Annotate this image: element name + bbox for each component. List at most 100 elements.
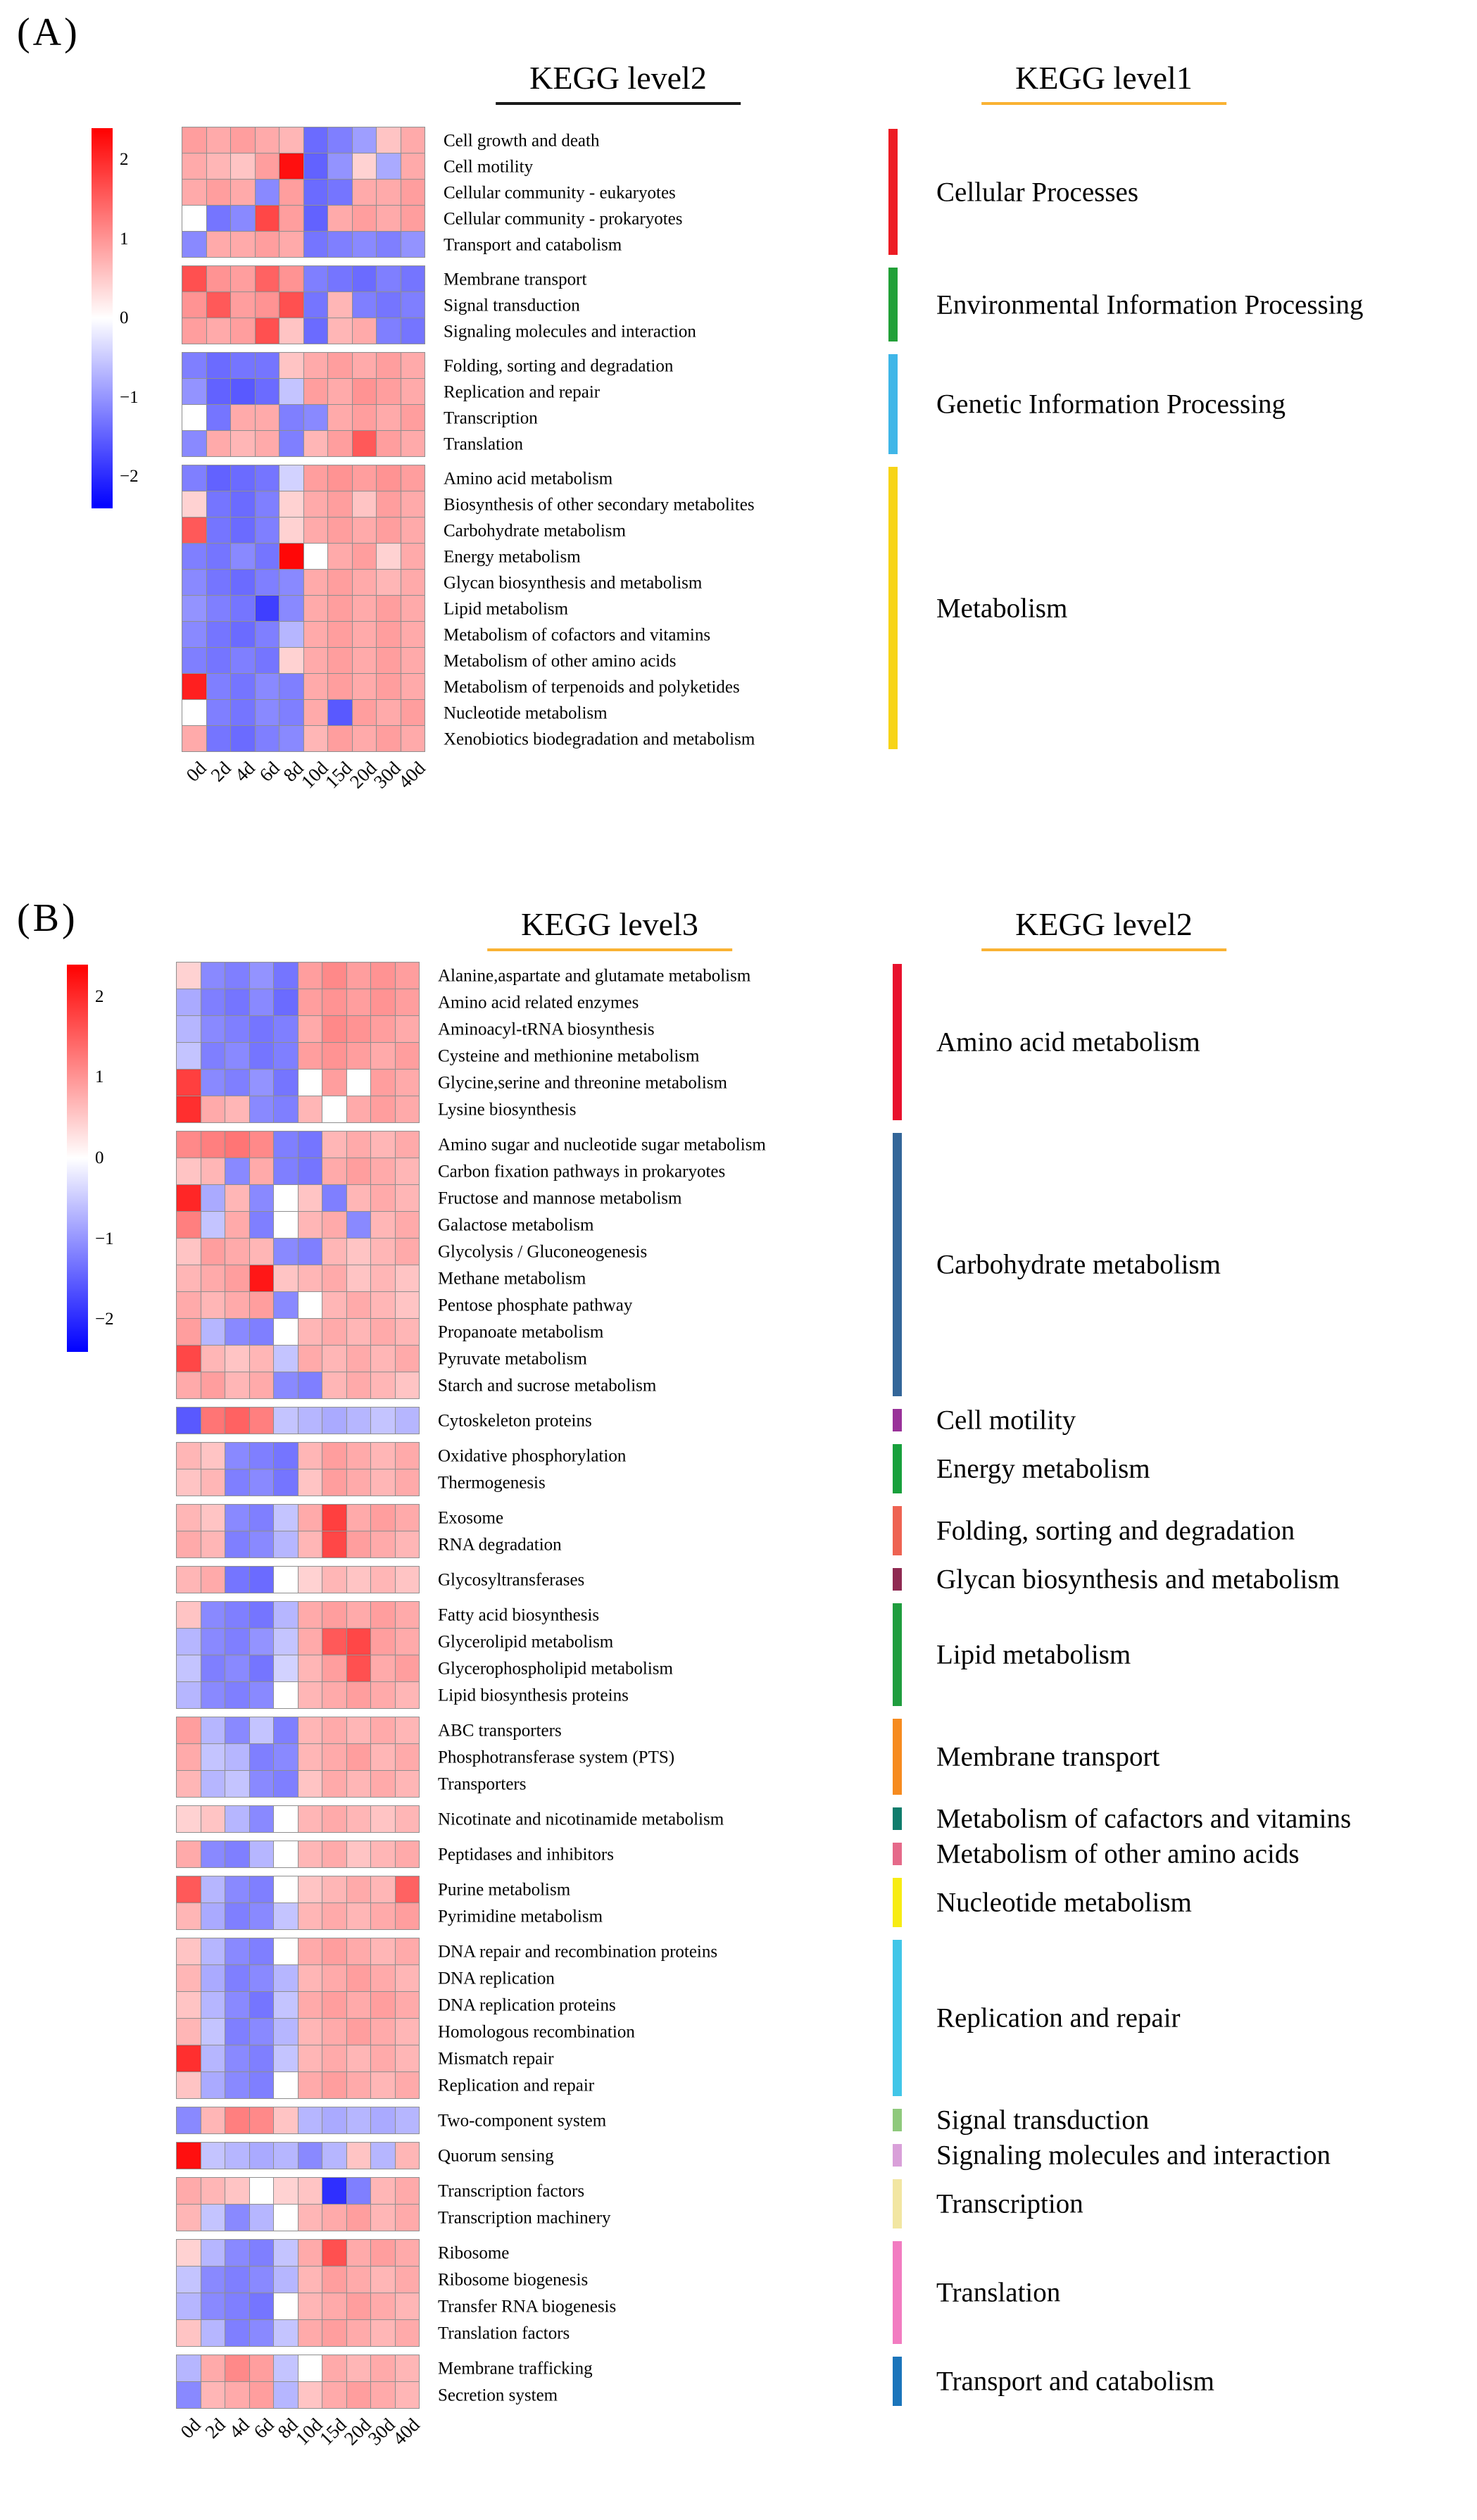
- heatmap-cell: [303, 517, 328, 544]
- heatmap-cell: [346, 1345, 371, 1372]
- row-label: Glycine,serine and threonine metabolism: [438, 1073, 727, 1093]
- group-label: Metabolism: [936, 593, 1068, 623]
- row-label: Amino acid metabolism: [444, 469, 613, 488]
- heatmap-cell: [346, 1158, 371, 1185]
- heatmap-cell: [376, 205, 401, 232]
- heatmap-cell: [200, 1184, 225, 1212]
- heatmap-cell: [225, 2293, 250, 2320]
- heatmap-cell: [176, 2142, 201, 2169]
- row-label: ABC transporters: [438, 1721, 562, 1741]
- heatmap-cell: [297, 1655, 322, 1682]
- heatmap-cell: [376, 430, 401, 457]
- heatmap-cell: [176, 2071, 201, 2099]
- heatmap-cell: [297, 1504, 322, 1531]
- heatmap-cell: [176, 989, 201, 1016]
- heatmap-cell: [370, 1531, 396, 1558]
- row-label: Thermogenesis: [438, 1473, 546, 1493]
- row-label: Transport and catabolism: [444, 235, 622, 254]
- heatmap-cell: [182, 621, 207, 648]
- heatmap-cell: [370, 1805, 396, 1833]
- heatmap-cell: [370, 2107, 396, 2134]
- heatmap-cell: [249, 2177, 274, 2205]
- heatmap-cell: [176, 1876, 201, 1903]
- group-color-bar: [888, 354, 898, 454]
- heatmap-cell: [327, 292, 353, 318]
- heatmap-cell: [249, 1805, 274, 1833]
- heatmap-cell: [200, 1805, 225, 1833]
- row-label: Translation factors: [438, 2324, 570, 2343]
- heatmap-cell: [370, 2293, 396, 2320]
- heatmap-cell: [322, 2071, 347, 2099]
- colorbar: [67, 965, 88, 1352]
- heatmap-cell: [176, 2177, 201, 2205]
- panel-b-label: (B): [17, 896, 78, 940]
- heatmap-cell: [297, 2071, 322, 2099]
- heatmap-cell: [249, 1628, 274, 1655]
- heatmap-cell: [297, 1372, 322, 1399]
- heatmap-cell: [200, 1469, 225, 1496]
- heatmap-cell: [176, 1743, 201, 1771]
- heatmap-cell: [370, 2319, 396, 2347]
- heatmap-cell: [230, 543, 256, 570]
- heatmap-cell: [176, 2355, 201, 2382]
- heatmap-cell: [322, 1876, 347, 1903]
- heatmap-cell: [346, 2266, 371, 2293]
- heatmap-cell: [273, 1531, 298, 1558]
- heatmap-cell: [230, 465, 256, 491]
- heatmap-cell: [351, 621, 377, 648]
- row-label: Exosome: [438, 1508, 504, 1528]
- row-label: Cellular community - eukaryotes: [444, 183, 676, 202]
- heatmap-cell: [370, 1211, 396, 1239]
- heatmap-cell: [297, 1876, 322, 1903]
- heatmap-cell: [327, 179, 353, 206]
- heatmap-cell: [176, 2107, 201, 2134]
- heatmap-cell: [273, 1318, 298, 1346]
- heatmap-cell: [254, 352, 279, 379]
- heatmap-cell: [351, 430, 377, 457]
- heatmap-cell: [303, 378, 328, 405]
- heatmap-cell: [225, 2107, 250, 2134]
- heatmap-cell: [303, 543, 328, 570]
- heatmap-cell: [303, 265, 328, 292]
- row-label: Peptidases and inhibitors: [438, 1845, 614, 1864]
- colorbar-tick-label: 2: [95, 986, 104, 1006]
- heatmap-cell: [346, 1372, 371, 1399]
- kegg-level2-title: KEGG level2: [496, 59, 741, 105]
- heatmap-cell: [370, 2071, 396, 2099]
- heatmap-cell: [200, 2293, 225, 2320]
- heatmap-cell: [297, 1015, 322, 1043]
- heatmap-cell: [297, 2381, 322, 2409]
- heatmap-cell: [225, 2319, 250, 2347]
- heatmap-cell: [225, 1841, 250, 1868]
- heatmap-cell: [351, 378, 377, 405]
- heatmap-cell: [297, 1628, 322, 1655]
- heatmap-cell: [225, 1158, 250, 1185]
- group-label: Energy metabolism: [936, 1453, 1150, 1484]
- heatmap-cell: [273, 2107, 298, 2134]
- heatmap-cell: [327, 318, 353, 344]
- heatmap-cell: [225, 1601, 250, 1629]
- heatmap-cell: [322, 1743, 347, 1771]
- heatmap-cell: [279, 569, 304, 596]
- heatmap-cell: [370, 2142, 396, 2169]
- heatmap-cell: [200, 2319, 225, 2347]
- heatmap-cell: [346, 1265, 371, 1292]
- heatmap-cell: [297, 2177, 322, 2205]
- group-label: Metabolism of cafactors and vitamins: [936, 1803, 1352, 1834]
- heatmap-cell: [273, 1681, 298, 1709]
- heatmap-cell: [273, 1158, 298, 1185]
- heatmap-cell: [394, 1717, 420, 1744]
- heatmap-cell: [346, 1131, 371, 1158]
- heatmap-cell: [182, 205, 207, 232]
- heatmap-cell: [200, 2381, 225, 2409]
- heatmap-cell: [322, 1504, 347, 1531]
- heatmap-cell: [297, 1211, 322, 1239]
- row-label: Signal transduction: [444, 296, 580, 315]
- heatmap-cell: [370, 1743, 396, 1771]
- heatmap-cell: [322, 1096, 347, 1123]
- heatmap-cell: [249, 1015, 274, 1043]
- row-label: Glycerolipid metabolism: [438, 1632, 614, 1652]
- heatmap-cell: [225, 1291, 250, 1319]
- heatmap-cell: [200, 989, 225, 1016]
- group-label: Carbohydrate metabolism: [936, 1249, 1221, 1280]
